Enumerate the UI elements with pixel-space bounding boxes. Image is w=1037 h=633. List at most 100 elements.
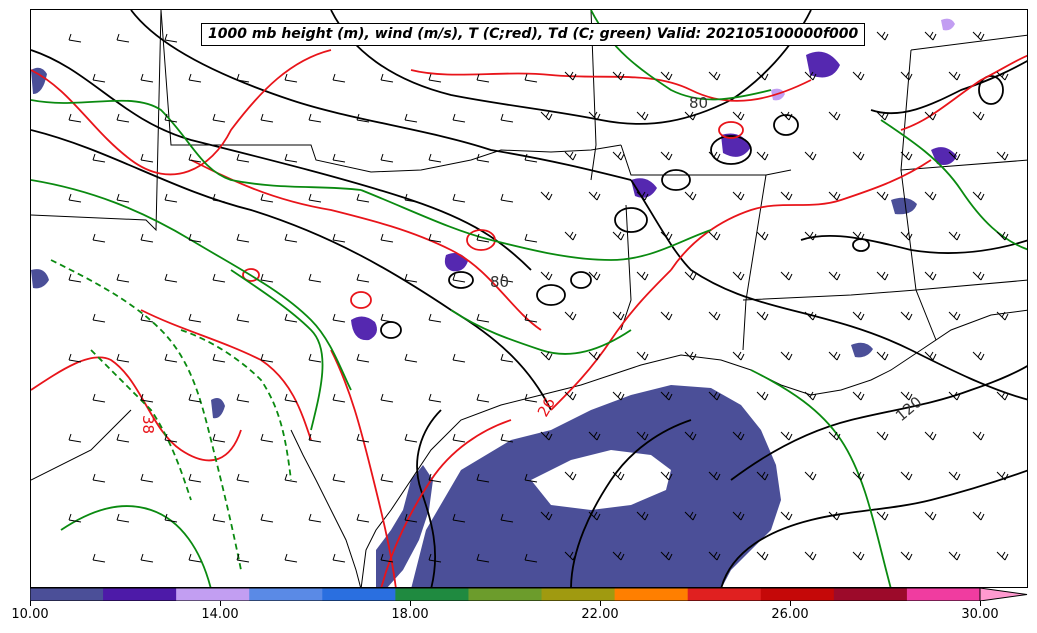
wind-barb bbox=[380, 153, 394, 163]
wind-barb bbox=[756, 151, 769, 161]
wind-barb bbox=[564, 551, 577, 561]
state-boundary bbox=[915, 279, 1027, 291]
rio-grande bbox=[290, 429, 361, 587]
wind-barb bbox=[452, 513, 466, 523]
wind-barb bbox=[524, 153, 538, 163]
wind-barb bbox=[780, 111, 793, 121]
wind-barb bbox=[852, 151, 865, 161]
wind-barb bbox=[452, 113, 466, 123]
wind-barb bbox=[732, 511, 745, 521]
wind-barb bbox=[476, 313, 490, 323]
wind-barb bbox=[260, 273, 274, 283]
wind-barb bbox=[612, 471, 625, 481]
colorbar-segment bbox=[468, 588, 543, 601]
wind-barb bbox=[900, 471, 913, 481]
gulf-white-hole bbox=[531, 450, 671, 510]
wind-barb bbox=[972, 431, 985, 441]
height-contour-label: 120 bbox=[892, 393, 926, 425]
wind-barb bbox=[636, 191, 649, 201]
wind-barb bbox=[996, 471, 1009, 481]
wind-barb bbox=[876, 191, 889, 201]
wind-barb bbox=[164, 353, 178, 363]
wind-barb bbox=[588, 351, 601, 361]
wind-barb bbox=[260, 113, 274, 123]
wind-barb bbox=[452, 273, 466, 283]
wind-barb bbox=[540, 431, 553, 441]
wind-barb bbox=[900, 151, 913, 161]
wind-barb bbox=[828, 111, 841, 121]
wind-barb bbox=[804, 311, 817, 321]
state-boundary bbox=[910, 34, 1027, 51]
wind-barb bbox=[356, 353, 370, 363]
wind-barb bbox=[212, 113, 226, 123]
wind-barb bbox=[828, 431, 841, 441]
wind-barb bbox=[684, 511, 697, 521]
wind-barbs bbox=[68, 31, 1009, 563]
wind-barb bbox=[140, 313, 154, 323]
wind-barb bbox=[660, 231, 673, 241]
wind-barb bbox=[852, 551, 865, 561]
wind-barb bbox=[308, 513, 322, 523]
wind-barb bbox=[924, 31, 937, 41]
colorbar-extend-arrow bbox=[979, 588, 1028, 601]
wind-barb bbox=[284, 153, 298, 163]
wind-barb bbox=[876, 431, 889, 441]
shaded-blob-12 bbox=[941, 18, 955, 31]
wind-barb bbox=[428, 553, 442, 563]
wind-barb bbox=[68, 353, 82, 363]
wind-barb bbox=[356, 113, 370, 123]
wind-barb bbox=[900, 551, 913, 561]
wind-barb bbox=[780, 431, 793, 441]
wind-barb bbox=[540, 111, 553, 121]
wind-barb bbox=[92, 473, 106, 483]
wind-barb bbox=[660, 71, 673, 81]
colorbar-tick bbox=[30, 601, 31, 606]
wind-barb bbox=[636, 111, 649, 121]
colorbar-segment bbox=[833, 588, 908, 601]
colorbar-outline bbox=[30, 588, 981, 601]
wind-barb bbox=[852, 71, 865, 81]
wind-barb bbox=[236, 233, 250, 243]
wind-barb bbox=[804, 391, 817, 401]
wind-barb bbox=[188, 553, 202, 563]
colorbar-tick bbox=[980, 601, 981, 606]
colorbar-segment bbox=[103, 588, 177, 601]
wind-barb bbox=[780, 191, 793, 201]
wind-barb bbox=[732, 431, 745, 441]
wind-barb bbox=[164, 33, 178, 43]
wind-barb bbox=[636, 271, 649, 281]
wind-barb bbox=[588, 191, 601, 201]
wind-barb bbox=[308, 113, 322, 123]
wind-barb bbox=[924, 191, 937, 201]
wind-barb bbox=[188, 73, 202, 83]
wind-barb bbox=[524, 473, 538, 483]
wind-barb bbox=[564, 391, 577, 401]
wind-barb bbox=[972, 511, 985, 521]
wind-barb bbox=[188, 233, 202, 243]
wind-barb bbox=[140, 233, 154, 243]
wind-barb bbox=[708, 151, 721, 161]
wind-barb bbox=[540, 511, 553, 521]
wind-barb bbox=[996, 231, 1009, 241]
wind-barb bbox=[684, 431, 697, 441]
wind-barb bbox=[780, 351, 793, 361]
wind-barb bbox=[236, 393, 250, 403]
wind-barb bbox=[780, 511, 793, 521]
colorbar-tick bbox=[600, 601, 601, 606]
wind-barb bbox=[404, 193, 418, 203]
wind-barb bbox=[660, 151, 673, 161]
shaded-blob-2 bbox=[444, 253, 468, 272]
wind-barb bbox=[68, 193, 82, 203]
wind-barb bbox=[948, 71, 961, 81]
wind-barb bbox=[684, 271, 697, 281]
wind-barb bbox=[756, 71, 769, 81]
wind-barb bbox=[140, 153, 154, 163]
wind-barb bbox=[780, 271, 793, 281]
wind-barb bbox=[828, 511, 841, 521]
wind-barb bbox=[428, 153, 442, 163]
colorbar-tick bbox=[790, 601, 791, 606]
wind-barb bbox=[92, 233, 106, 243]
wind-barb bbox=[140, 73, 154, 83]
wind-barb bbox=[524, 313, 538, 323]
dewpoint-contours bbox=[31, 10, 1027, 587]
